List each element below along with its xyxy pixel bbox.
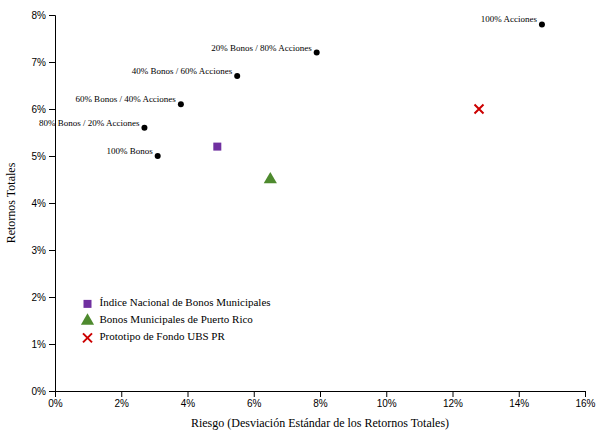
chart: 0% 2% 4% 6% 8% 10% 12% 14% 16% 0% 1% 2% 3% 4% 5% 6% 7% 8%… [0, 0, 600, 436]
tick-label: 0% [32, 386, 47, 397]
point-label: 40% Bonos / 60% Acciones [132, 66, 233, 76]
tick: 16% [575, 391, 595, 409]
tick: 8% [313, 391, 328, 409]
tick: 2% [115, 391, 130, 409]
point [178, 101, 184, 107]
tick-label: 1% [32, 339, 47, 350]
tick-label: 16% [575, 398, 595, 409]
tick: 0% [48, 391, 63, 409]
tick-mark [320, 391, 321, 397]
y-axis-title: Retornos Totales [4, 162, 18, 243]
point-label: 20% Bonos / 80% Acciones [211, 43, 312, 53]
tick: 6% [247, 391, 262, 409]
tick-label: 3% [32, 245, 47, 256]
tick-label: 10% [377, 398, 397, 409]
legend-label: Prototipo de Fondo UBS PR [100, 330, 226, 342]
legend-item: Índice Nacional de Bonos Municipales [84, 296, 271, 308]
tick-mark [585, 391, 586, 397]
legend-label: Bonos Municipales de Puerto Rico [100, 313, 254, 325]
point [264, 172, 277, 183]
tick: 2% [32, 292, 55, 303]
point-labels: 100% Bonos 80% Bonos / 20% Acciones 60% Bo… [39, 14, 537, 156]
tick-mark [49, 250, 55, 251]
tick-mark [49, 344, 55, 345]
points [141, 21, 545, 183]
y-axis: 0% 1% 2% 3% 4% 5% 6% 7% 8% [32, 10, 56, 397]
tick: 1% [32, 339, 55, 350]
tick: 4% [32, 198, 55, 209]
point [213, 143, 221, 151]
x-axis: 0% 2% 4% 6% 8% 10% 12% 14% 16% [48, 391, 595, 409]
tick-label: 5% [32, 151, 47, 162]
tick-mark [121, 391, 122, 397]
legend-item: Prototipo de Fondo UBS PR [83, 330, 225, 342]
tick: 10% [377, 391, 397, 409]
tick-mark [49, 156, 55, 157]
tick-mark [49, 62, 55, 63]
tick-label: 4% [181, 398, 196, 409]
tick-mark [49, 203, 55, 204]
tick-mark [519, 391, 520, 397]
point [314, 50, 320, 56]
tick-mark [254, 391, 255, 397]
x-axis-title: Riesgo (Desviación Estándar de los Retor… [191, 416, 449, 430]
point-label: 60% Bonos / 40% Acciones [75, 94, 176, 104]
tick-mark [49, 109, 55, 110]
tick-label: 6% [32, 104, 47, 115]
legend-label: Índice Nacional de Bonos Municipales [100, 296, 271, 308]
tick: 8% [32, 10, 55, 21]
tick-label: 12% [443, 398, 463, 409]
tick-mark [49, 15, 55, 16]
legend-symbol [84, 300, 92, 308]
legend-symbol [81, 313, 94, 324]
tick-label: 2% [115, 398, 130, 409]
tick-label: 4% [32, 198, 47, 209]
tick: 3% [32, 245, 55, 256]
legend-item: Bonos Municipales de Puerto Rico [81, 313, 253, 325]
legend-symbol [83, 333, 92, 342]
tick-label: 0% [48, 398, 63, 409]
tick-mark [188, 391, 189, 397]
tick-mark [49, 391, 55, 392]
point-label: 100% Bonos [106, 146, 153, 156]
legend: Índice Nacional de Bonos Municipales Bono… [81, 296, 271, 342]
tick: 6% [32, 104, 55, 115]
tick-label: 2% [32, 292, 47, 303]
point-label: 100% Acciones [481, 14, 538, 24]
tick: 14% [509, 391, 529, 409]
tick: 5% [32, 151, 55, 162]
axis-line [49, 16, 56, 392]
plot: 0% 2% 4% 6% 8% 10% 12% 14% 16% 0% 1% 2% 3% 4% 5% 6% 7% 8%… [4, 10, 596, 430]
point-label: 80% Bonos / 20% Acciones [39, 118, 140, 128]
point [539, 21, 545, 27]
tick: 12% [443, 391, 463, 409]
tick-mark [453, 391, 454, 397]
tick-mark [386, 391, 387, 397]
point [155, 153, 161, 159]
tick-label: 14% [509, 398, 529, 409]
point [141, 125, 147, 131]
tick: 0% [32, 386, 55, 397]
tick-label: 8% [32, 10, 47, 21]
tick-label: 8% [313, 398, 328, 409]
tick-mark [49, 297, 55, 298]
tick-label: 7% [32, 57, 47, 68]
tick: 4% [181, 391, 196, 409]
point [475, 105, 484, 114]
point [234, 73, 240, 79]
axis-line [56, 392, 586, 398]
tick-label: 6% [247, 398, 262, 409]
tick: 7% [32, 57, 55, 68]
